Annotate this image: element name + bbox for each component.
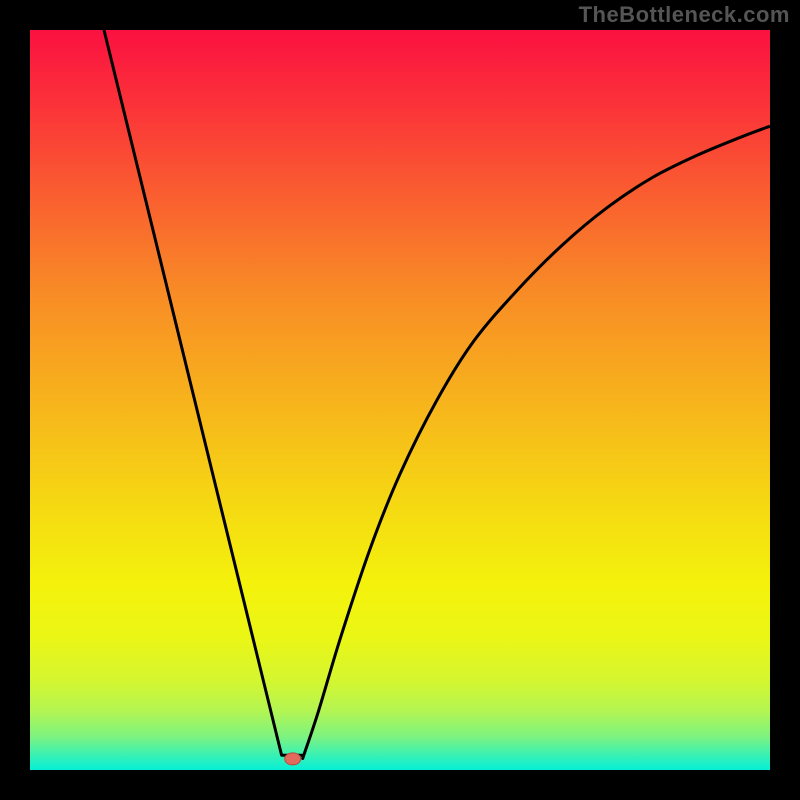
optimal-point-marker <box>285 753 301 765</box>
chart-frame: TheBottleneck.com <box>0 0 800 800</box>
bottleneck-curve <box>104 30 770 758</box>
curve-layer <box>0 0 800 800</box>
